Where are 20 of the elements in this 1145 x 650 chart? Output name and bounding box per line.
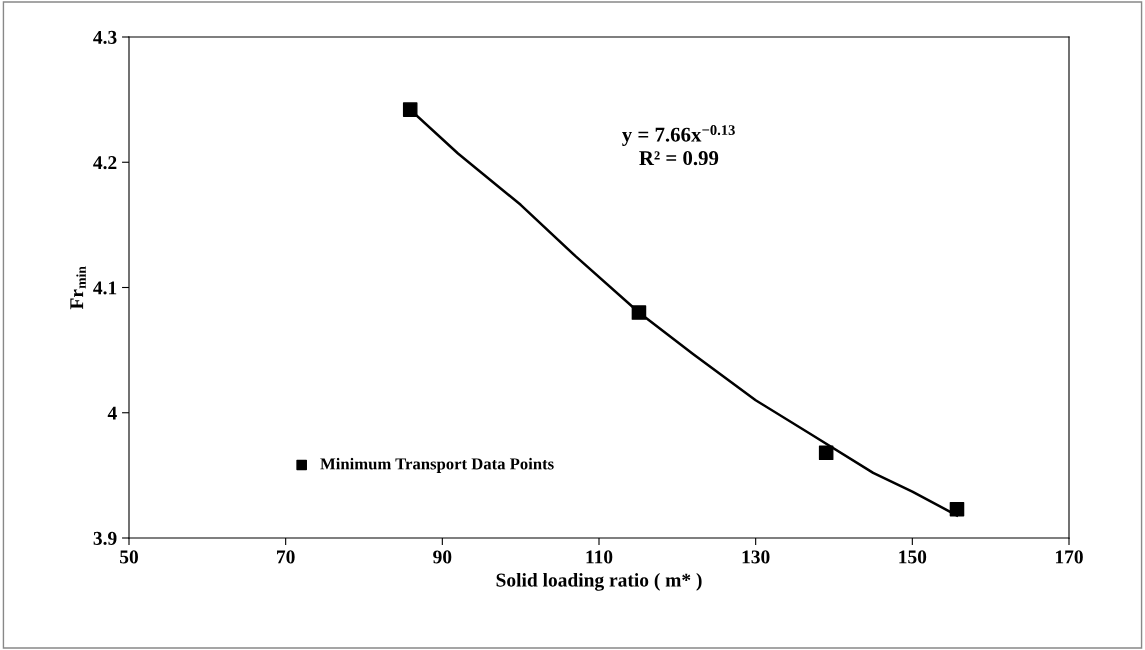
point — [402, 102, 418, 117]
y-tick-label: 3.9 — [93, 531, 117, 546]
x-tick-label: 150 — [899, 550, 927, 564]
y-axis-title: Fr$_{min}$ — [70, 266, 86, 310]
x-tick-label: 90 — [433, 550, 452, 564]
annotation: y = 7.66x$^{−0.13}$ R² = 0.99 — [622, 125, 735, 166]
x-tick-label: 50 — [120, 550, 138, 564]
y-tick-label: 4.3 — [93, 30, 117, 45]
y-tick-label: 4.2 — [93, 156, 117, 170]
point — [818, 445, 834, 461]
y-tick-label: 4 — [107, 406, 117, 420]
x-axis-title: Solid loading ratio ( m* ) — [496, 572, 702, 591]
point — [631, 305, 647, 320]
point — [949, 501, 965, 517]
legend-label: Minimum Transport Data Points — [320, 457, 554, 473]
x-tick-label: 110 — [586, 550, 613, 564]
x-tick-label: 70 — [277, 550, 295, 564]
x-tick-label: 170 — [1055, 550, 1083, 564]
y-tick-label: 4.1 — [93, 281, 117, 295]
x-tick-label: 130 — [742, 550, 770, 564]
